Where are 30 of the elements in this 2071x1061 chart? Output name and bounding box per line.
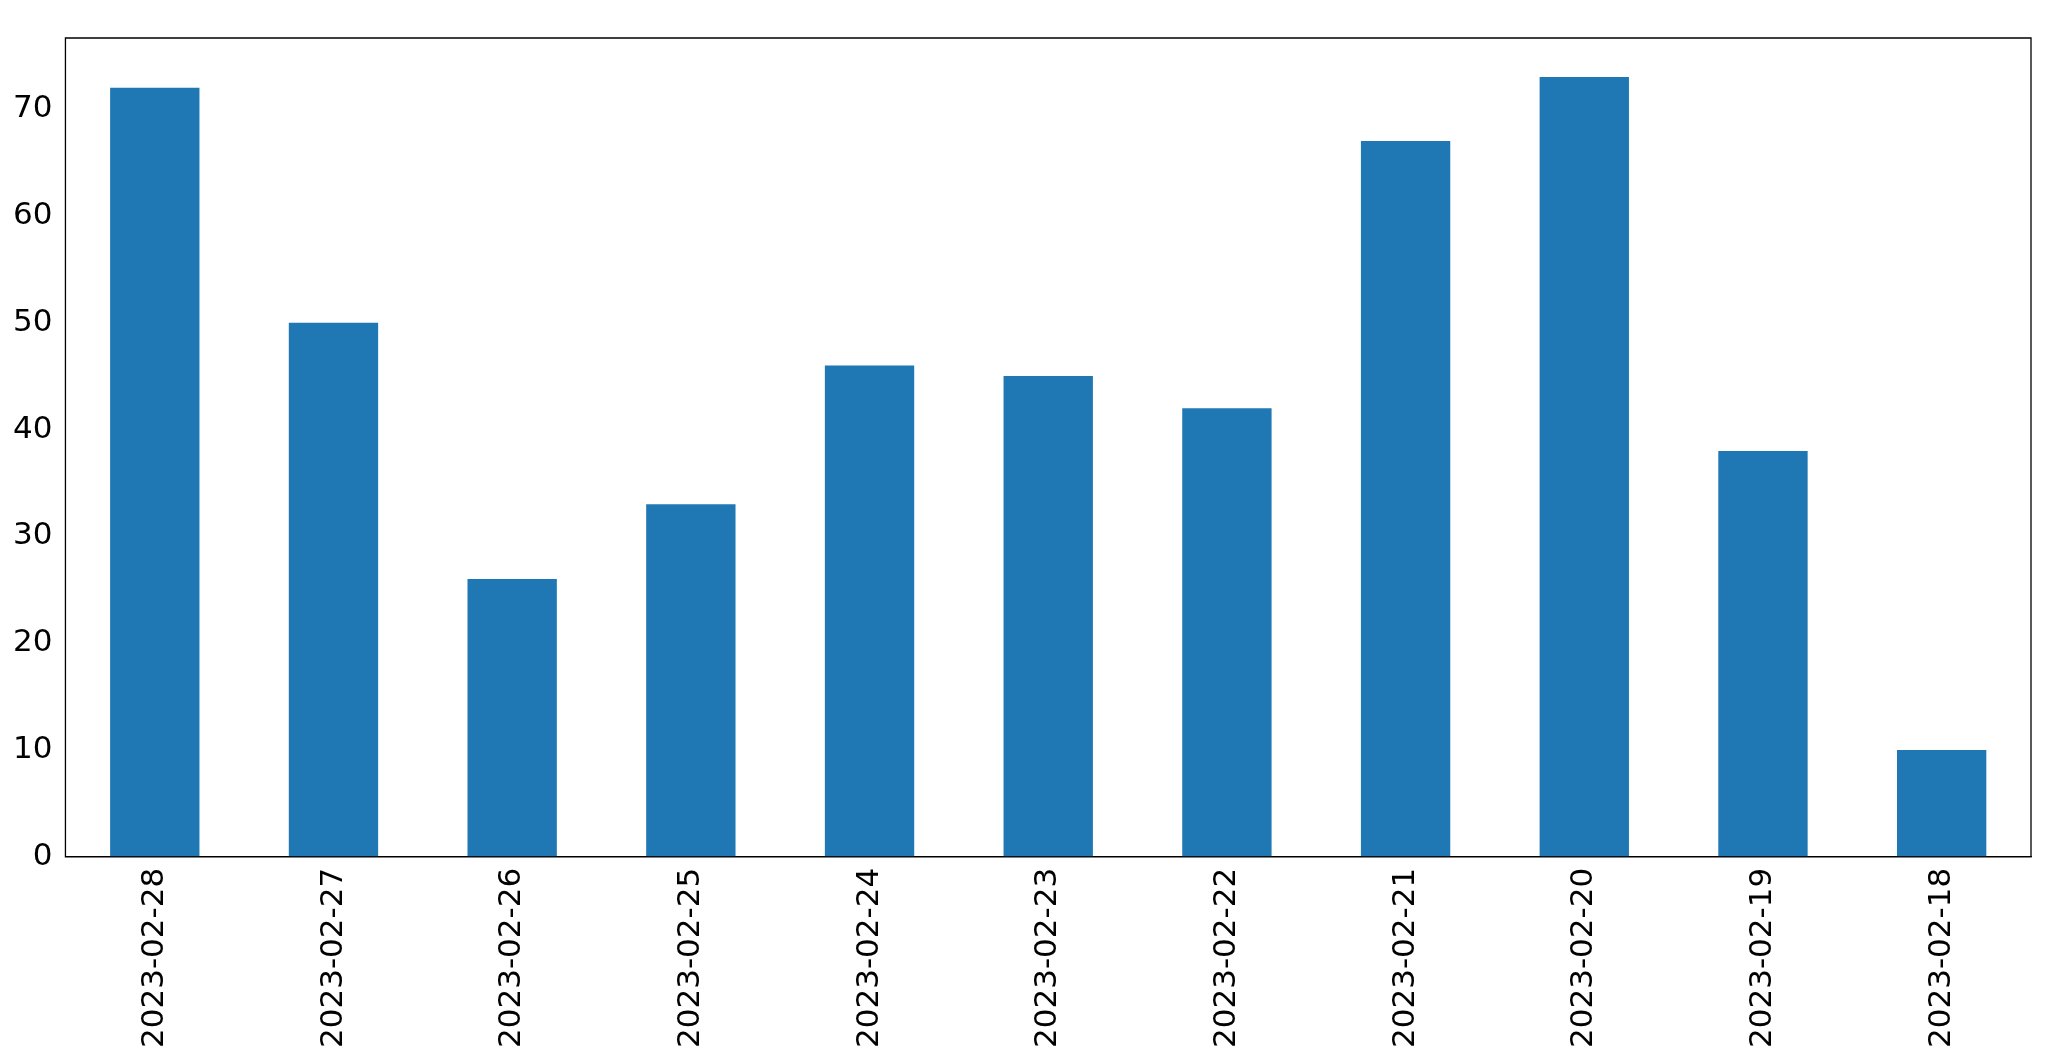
x-tick-label: 2023-02-28 — [133, 867, 170, 1049]
bar — [110, 87, 200, 857]
bar — [1003, 376, 1093, 857]
x-tick-label: 2023-02-19 — [1742, 867, 1779, 1049]
y-tick-label: 60 — [12, 194, 53, 231]
x-tick-label: 2023-02-23 — [1027, 867, 1064, 1049]
y-tick-label: 20 — [12, 622, 53, 659]
y-tick-label: 50 — [12, 301, 53, 338]
x-tick-label: 2023-02-24 — [848, 867, 885, 1049]
y-tick-label: 10 — [12, 729, 53, 766]
x-tick-label: 2023-02-27 — [312, 867, 349, 1049]
x-tick-label: 2023-02-25 — [669, 867, 706, 1049]
bar — [467, 579, 557, 857]
y-tick-label: 30 — [12, 515, 53, 552]
x-tick-label: 2023-02-26 — [491, 867, 528, 1049]
bar — [1718, 450, 1808, 857]
y-tick-label: 40 — [12, 408, 53, 445]
x-tick-label: 2023-02-22 — [1205, 867, 1242, 1049]
bar — [1539, 76, 1629, 857]
x-tick-label: 2023-02-18 — [1920, 867, 1957, 1049]
y-tick-label: 0 — [32, 835, 53, 872]
x-tick-label: 2023-02-21 — [1384, 867, 1421, 1049]
bar — [1360, 141, 1451, 857]
bar — [1896, 750, 1987, 857]
x-tick-label: 2023-02-20 — [1563, 867, 1600, 1049]
bar — [646, 504, 736, 857]
bar — [1182, 408, 1272, 857]
bar — [824, 365, 915, 857]
y-tick-label: 70 — [12, 88, 53, 125]
bar — [288, 322, 379, 857]
